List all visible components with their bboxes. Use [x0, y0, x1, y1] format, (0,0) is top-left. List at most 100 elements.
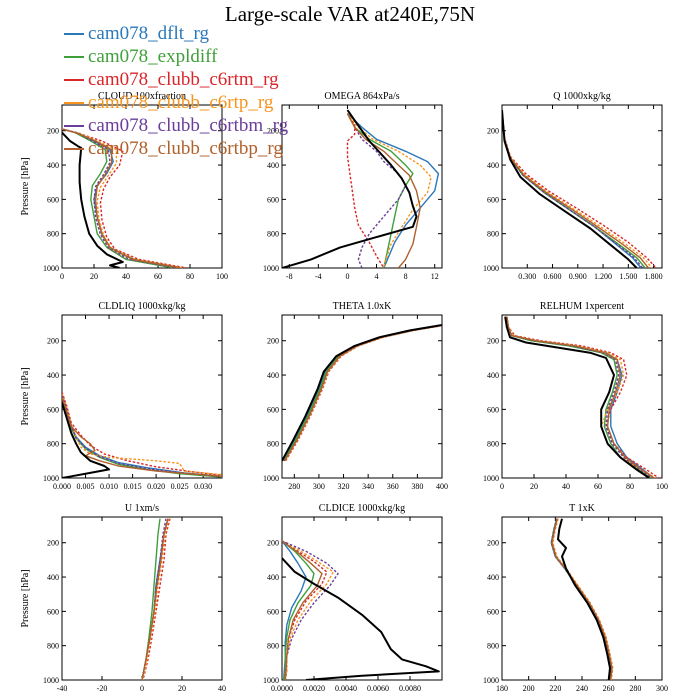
x-tick-label: 0.0080	[399, 684, 421, 693]
x-tick-label: 100	[216, 272, 228, 281]
x-tick-label: 1.200	[594, 272, 612, 281]
panel-title: U 1xm/s	[125, 503, 159, 514]
y-tick-label: 600	[487, 405, 499, 414]
y-axis-label: Pressure [hPa]	[20, 367, 31, 425]
y-tick-label: 600	[47, 405, 59, 414]
panel-2: Q 1000xkg/kg 200 400 600 800 1000 0.300 0.600 0.…	[483, 91, 663, 281]
panel-title: THETA 1.0xK	[333, 301, 392, 312]
x-tick-label: 0.000	[53, 482, 71, 491]
series-line-obs	[282, 324, 442, 462]
y-tick-label: 400	[267, 161, 279, 170]
x-tick-label: 1.800	[645, 272, 663, 281]
series-line-cam078_clubb_c6rtm_rg	[346, 113, 385, 268]
x-tick-label: 0.900	[569, 272, 587, 281]
series-line-cam078_clubb_c6rtbm_rg	[346, 113, 407, 268]
x-tick-label: 4	[375, 272, 379, 281]
x-tick-label: 360	[387, 482, 399, 491]
series-line-cam078_clubb_c6rtbp_rg	[282, 540, 323, 680]
y-tick-label: 1000	[483, 676, 499, 685]
y-axis-label: Pressure [hPa]	[20, 157, 31, 215]
series-line-cam078_clubb_c6rtbp_rg	[62, 128, 181, 268]
x-tick-label: 0.030	[194, 482, 212, 491]
x-tick-label: 0.0020	[303, 684, 325, 693]
series-group	[502, 110, 657, 268]
y-tick-label: 800	[267, 440, 279, 449]
legend-label: cam078_expldiff	[88, 46, 218, 67]
series-group	[504, 316, 660, 478]
y-axis-label: Pressure [hPa]	[20, 569, 31, 627]
x-tick-label: 280	[629, 684, 641, 693]
y-tick-label: 600	[47, 607, 59, 616]
y-tick-label: 200	[47, 539, 59, 548]
y-tick-label: 200	[267, 539, 279, 548]
series-line-cam078_clubb_c6rtm_rg	[502, 110, 657, 268]
y-tick-label: 400	[47, 573, 59, 582]
series-line-cam078_clubb_c6rtp_rg	[284, 324, 442, 462]
y-tick-label: 200	[267, 337, 279, 346]
y-tick-label: 1000	[43, 676, 59, 685]
panel-title: RELHUM 1xpercent	[540, 301, 624, 312]
panel-4: THETA 1.0xK 200 400 600 800 1000 280 300 320 340 3…	[263, 301, 448, 491]
x-tick-label: 0.015	[124, 482, 142, 491]
series-group	[282, 109, 440, 268]
panel-1: OMEGA 864xPa/s 200 400 600 800 1000 -8 -4 0 4 8 12	[263, 91, 443, 281]
y-tick-label: 800	[487, 440, 499, 449]
series-line-obs	[282, 109, 418, 268]
series-line-cam078_clubb_c6rtp_rg	[141, 518, 170, 680]
x-tick-label: 80	[626, 482, 634, 491]
series-line-cam078_clubb_c6rtbp_rg	[141, 518, 169, 680]
series-line-cam078_expldiff	[283, 324, 442, 462]
series-line-cam078_clubb_c6rtbm_rg	[506, 316, 653, 478]
series-line-cam078_dflt_rg	[282, 324, 442, 462]
panel-title: Q 1000xkg/kg	[553, 91, 611, 102]
x-tick-label: 80	[186, 272, 194, 281]
x-tick-label: 0.005	[77, 482, 95, 491]
x-tick-label: 40	[122, 272, 130, 281]
panel-title: T 1xK	[569, 503, 595, 514]
y-tick-label: 400	[47, 161, 59, 170]
y-tick-label: 400	[487, 371, 499, 380]
x-tick-label: 280	[288, 482, 300, 491]
x-tick-label: 20	[530, 482, 538, 491]
y-tick-label: 1000	[263, 474, 279, 483]
x-tick-label: 100	[656, 482, 668, 491]
series-line-obs	[504, 316, 650, 478]
x-tick-label: -4	[315, 272, 322, 281]
series-group	[62, 391, 222, 478]
x-tick-label: 0	[60, 272, 64, 281]
series-line-cam078_clubb_c6rtbm_rg	[283, 324, 442, 462]
x-tick-label: 340	[362, 482, 374, 491]
series-line-cam078_clubb_c6rtp_rg	[62, 393, 222, 476]
y-tick-label: 1000	[263, 676, 279, 685]
panel-title: CLOUD 100xfraction	[98, 91, 186, 102]
x-tick-label: 8	[404, 272, 408, 281]
series-line-obs	[282, 557, 440, 680]
panel-title: OMEGA 864xPa/s	[324, 91, 399, 102]
series-line-cam078_clubb_c6rtm_rg	[285, 324, 442, 462]
legend-label: cam078_dflt_rg	[88, 23, 210, 44]
legend-label: cam078_clubb_c6rtbp_rg	[88, 138, 283, 159]
legend-swatch	[64, 56, 84, 58]
series-group	[550, 518, 614, 680]
y-tick-label: 200	[47, 337, 59, 346]
legend-swatch	[64, 102, 84, 104]
y-tick-label: 200	[487, 337, 499, 346]
figure-title: Large-scale VAR at240E,75N	[224, 2, 476, 26]
x-tick-label: 12	[431, 272, 439, 281]
y-tick-label: 800	[267, 230, 279, 239]
y-tick-label: 1000	[263, 264, 279, 273]
y-tick-label: 400	[487, 161, 499, 170]
plot-frame	[501, 516, 663, 681]
x-tick-label: 260	[603, 684, 615, 693]
y-tick-label: 800	[267, 642, 279, 651]
x-tick-label: 0.010	[100, 482, 118, 491]
series-line-cam078_clubb_c6rtbm_rg	[282, 540, 339, 680]
series-line-cam078_expldiff	[502, 110, 646, 268]
series-group	[282, 324, 442, 462]
y-tick-label: 600	[267, 195, 279, 204]
